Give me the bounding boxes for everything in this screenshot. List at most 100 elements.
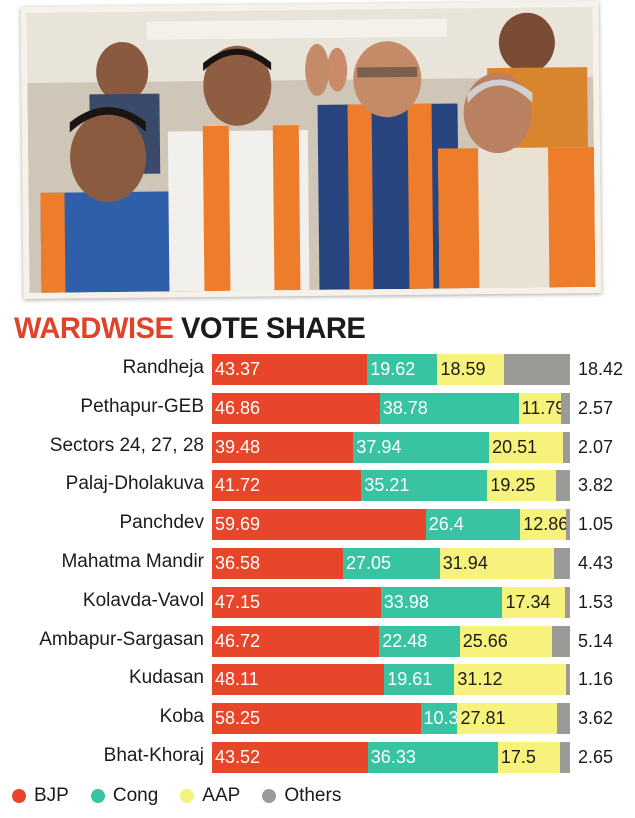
ward-label: Kolavda-Vavol <box>82 589 204 611</box>
cong-segment: 22.48 <box>379 625 460 657</box>
data-label: 19.61 <box>387 669 433 690</box>
data-label: 41.72 <box>215 475 261 496</box>
others-segment <box>565 664 570 696</box>
data-label: 43.37 <box>215 359 261 379</box>
ward-label: Ambapur-Sargasan <box>39 628 204 650</box>
aap-segment: 12.86 <box>520 509 569 541</box>
bjp-segment: 46.86 <box>212 392 380 424</box>
bar-row: 46.72 22.48 25.66 <box>212 625 570 657</box>
ward-label: Palaj-Dholakuva <box>65 473 204 495</box>
aap-segment: 17.5 <box>497 742 561 773</box>
data-label: 22.48 <box>382 630 428 651</box>
cong-segment: 19.61 <box>384 664 455 696</box>
others-value-label: 5.14 <box>578 630 614 651</box>
ward-label: Randheja <box>122 357 204 378</box>
bar-row: 43.52 36.33 17.5 <box>212 742 570 773</box>
others-value-label: 3.62 <box>578 708 614 729</box>
data-label: 25.66 <box>462 630 508 651</box>
others-value-label: 4.43 <box>578 553 614 573</box>
cong-segment: 36.33 <box>367 742 498 773</box>
data-label: 31.12 <box>457 669 503 690</box>
legend-swatch-icon <box>12 789 26 803</box>
ward-label: Panchdev <box>119 512 204 534</box>
data-label: 17.5 <box>500 747 536 767</box>
bjp-segment: 43.52 <box>212 742 368 773</box>
data-label: 58.25 <box>215 708 261 729</box>
others-segment <box>504 354 570 385</box>
cong-segment: 37.94 <box>353 431 490 463</box>
others-value-label: 1.53 <box>578 591 614 612</box>
others-value-label: 2.07 <box>578 436 614 457</box>
data-label: 46.72 <box>215 630 261 651</box>
data-label: 38.78 <box>382 397 428 418</box>
data-label: 27.05 <box>345 553 391 573</box>
bjp-segment: 58.25 <box>212 703 421 735</box>
ward-label: Bhat-Khoraj <box>103 745 204 766</box>
cong-segment: 27.05 <box>342 548 440 579</box>
bar-row: 47.15 33.98 17.34 <box>212 586 570 618</box>
cong-segment: 19.62 <box>367 354 438 385</box>
others-segment <box>554 548 570 579</box>
data-label: 12.86 <box>523 514 569 535</box>
bar-row: 46.86 38.78 11.79 <box>212 392 570 424</box>
others-segment <box>551 625 570 657</box>
data-label: 17.34 <box>505 591 551 612</box>
chart-legend: BJP Cong AAP Others <box>12 782 363 810</box>
bar-row: 43.37 19.62 18.59 <box>212 354 570 385</box>
aap-segment: 19.25 <box>487 470 557 502</box>
aap-segment: 25.66 <box>459 625 552 657</box>
ward-label: Pethapur-GEB <box>80 395 204 417</box>
bjp-segment: 41.72 <box>212 470 362 502</box>
legend-label: BJP <box>34 785 69 806</box>
aap-segment: 18.59 <box>437 354 505 385</box>
bar-row: 36.58 27.05 31.94 <box>212 548 570 579</box>
aap-segment: 17.34 <box>502 586 565 618</box>
legend-label: Cong <box>112 785 159 806</box>
bar-row: 58.25 10.32 27.81 <box>212 703 570 735</box>
aap-segment: 27.81 <box>457 703 558 735</box>
data-label: 33.98 <box>383 591 429 612</box>
legend-label: AAP <box>202 785 241 806</box>
data-label: 43.52 <box>215 747 261 767</box>
bjp-segment: 39.48 <box>212 431 354 463</box>
data-label: 59.69 <box>215 514 261 535</box>
legend-item: AAP <box>180 785 240 807</box>
legend-swatch-icon <box>262 789 277 803</box>
aap-segment: 31.12 <box>454 664 566 696</box>
others-segment <box>560 392 570 424</box>
stacked-bar-chart: Randheja 43.37 19.62 18.59 18.42 Pethapur-GEB… <box>0 352 635 778</box>
others-segment <box>564 586 570 618</box>
data-label: 39.48 <box>215 436 261 457</box>
cong-segment: 38.78 <box>379 392 519 424</box>
legend-item: Cong <box>90 785 159 807</box>
legend-item: BJP <box>12 785 69 807</box>
legend-swatch-icon <box>180 789 195 803</box>
legend-label: Others <box>284 785 342 806</box>
others-segment <box>562 431 570 463</box>
data-label: 26.4 <box>428 514 464 535</box>
data-label: 31.94 <box>442 553 488 573</box>
bjp-segment: 46.72 <box>212 625 380 657</box>
data-label: 47.15 <box>215 591 261 612</box>
aap-segment: 20.51 <box>489 431 563 463</box>
others-segment <box>556 470 570 502</box>
bjp-segment: 47.15 <box>212 586 381 618</box>
bar-row: 59.69 26.4 12.86 <box>212 509 570 541</box>
data-label: 37.94 <box>356 436 402 457</box>
others-value-label: 1.16 <box>578 669 614 690</box>
data-label: 19.62 <box>370 359 416 379</box>
chart-title-rest: VOTE SHARE <box>181 312 366 345</box>
bjp-segment: 59.69 <box>212 509 426 541</box>
cong-segment: 35.21 <box>361 470 488 502</box>
cong-segment: 26.4 <box>425 509 521 541</box>
ward-label: Koba <box>159 706 204 728</box>
data-label: 35.21 <box>364 475 410 496</box>
chart-title-accent: WARDWISE <box>14 312 174 345</box>
bjp-segment: 43.37 <box>212 354 368 385</box>
cong-segment: 10.32 <box>420 703 469 735</box>
others-value-label: 1.05 <box>578 514 614 535</box>
data-label: 20.51 <box>492 436 538 457</box>
legend-item: Others <box>262 785 341 807</box>
aap-segment: 31.94 <box>439 548 555 579</box>
data-label: 27.81 <box>460 708 506 729</box>
